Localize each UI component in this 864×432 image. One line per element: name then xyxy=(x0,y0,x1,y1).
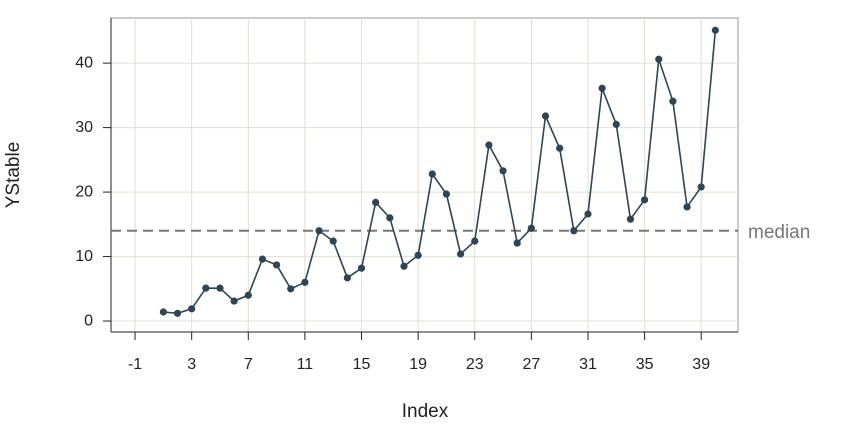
point xyxy=(598,84,606,92)
point xyxy=(386,214,394,222)
point xyxy=(173,309,182,317)
point xyxy=(272,261,281,269)
point xyxy=(244,291,252,299)
point xyxy=(612,120,620,128)
point xyxy=(188,305,196,313)
x-tick-label: 19 xyxy=(409,356,427,373)
point xyxy=(541,112,550,120)
y-tick-label: 10 xyxy=(75,248,93,265)
point xyxy=(499,167,507,175)
x-tick-label: 3 xyxy=(187,356,196,373)
x-tick-label: 31 xyxy=(579,356,597,373)
point xyxy=(230,297,238,305)
point xyxy=(258,255,267,263)
point xyxy=(400,262,408,270)
point xyxy=(329,237,337,245)
point xyxy=(315,227,323,235)
point xyxy=(442,190,451,198)
point xyxy=(202,284,210,292)
point xyxy=(414,251,422,259)
x-tick-label: 7 xyxy=(244,356,253,373)
x-tick-label: 23 xyxy=(466,356,484,373)
point xyxy=(216,284,224,292)
y-tick-label: 40 xyxy=(75,54,93,71)
point xyxy=(357,264,366,272)
point xyxy=(669,97,677,105)
point xyxy=(556,144,564,152)
point xyxy=(456,250,465,258)
point xyxy=(343,274,351,282)
point xyxy=(711,26,719,34)
y-tick-label: 20 xyxy=(75,183,93,200)
point xyxy=(683,203,691,211)
x-tick-label: 15 xyxy=(353,356,371,373)
x-tick-label: 39 xyxy=(692,356,710,373)
series-line xyxy=(163,30,717,315)
point xyxy=(372,198,380,207)
point xyxy=(428,170,436,178)
point xyxy=(640,196,649,204)
median-label: median xyxy=(748,222,810,243)
point xyxy=(471,237,479,245)
y-axis-label: YStable xyxy=(3,142,24,209)
point xyxy=(287,285,295,293)
point xyxy=(527,224,535,232)
x-tick-label: 27 xyxy=(522,356,540,373)
point xyxy=(485,141,493,149)
point xyxy=(159,308,167,316)
point xyxy=(570,227,578,235)
y-tick-label: 30 xyxy=(75,119,93,136)
point xyxy=(655,55,663,63)
x-axis-label: Index xyxy=(402,401,449,422)
point xyxy=(513,239,521,247)
point xyxy=(697,183,705,191)
x-tick-label: 11 xyxy=(297,356,314,373)
x-tick-label: -1 xyxy=(128,356,142,373)
y-tick-label: 0 xyxy=(84,312,93,329)
point xyxy=(301,278,309,286)
point xyxy=(584,210,592,218)
point xyxy=(626,215,635,223)
x-tick-label: 35 xyxy=(636,356,654,373)
